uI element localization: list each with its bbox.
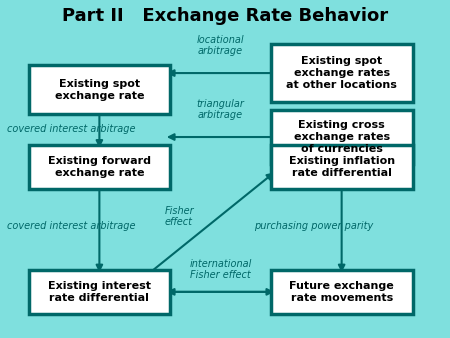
Text: covered interest arbitrage: covered interest arbitrage — [7, 221, 136, 231]
Text: purchasing power parity: purchasing power parity — [254, 221, 374, 231]
Text: locational
arbitrage: locational arbitrage — [197, 35, 244, 56]
Text: covered interest arbitrage: covered interest arbitrage — [7, 124, 136, 134]
Text: Part II   Exchange Rate Behavior: Part II Exchange Rate Behavior — [62, 7, 388, 25]
FancyBboxPatch shape — [28, 270, 170, 314]
Text: Future exchange
rate movements: Future exchange rate movements — [289, 281, 394, 303]
FancyBboxPatch shape — [271, 110, 413, 164]
Text: Existing inflation
rate differential: Existing inflation rate differential — [288, 156, 395, 178]
Text: Existing cross
exchange rates
of currencies: Existing cross exchange rates of currenc… — [293, 120, 390, 154]
FancyBboxPatch shape — [28, 145, 170, 189]
FancyBboxPatch shape — [28, 65, 170, 115]
Text: Existing interest
rate differential: Existing interest rate differential — [48, 281, 151, 303]
Text: Existing forward
exchange rate: Existing forward exchange rate — [48, 156, 151, 178]
Text: triangular
arbitrage: triangular arbitrage — [197, 99, 244, 120]
FancyBboxPatch shape — [271, 270, 413, 314]
FancyBboxPatch shape — [271, 145, 413, 189]
Text: international
Fisher effect: international Fisher effect — [189, 259, 252, 280]
FancyBboxPatch shape — [271, 44, 413, 102]
Text: Fisher
effect: Fisher effect — [164, 206, 194, 226]
Text: Existing spot
exchange rates
at other locations: Existing spot exchange rates at other lo… — [286, 56, 397, 90]
Text: Existing spot
exchange rate: Existing spot exchange rate — [54, 79, 144, 101]
